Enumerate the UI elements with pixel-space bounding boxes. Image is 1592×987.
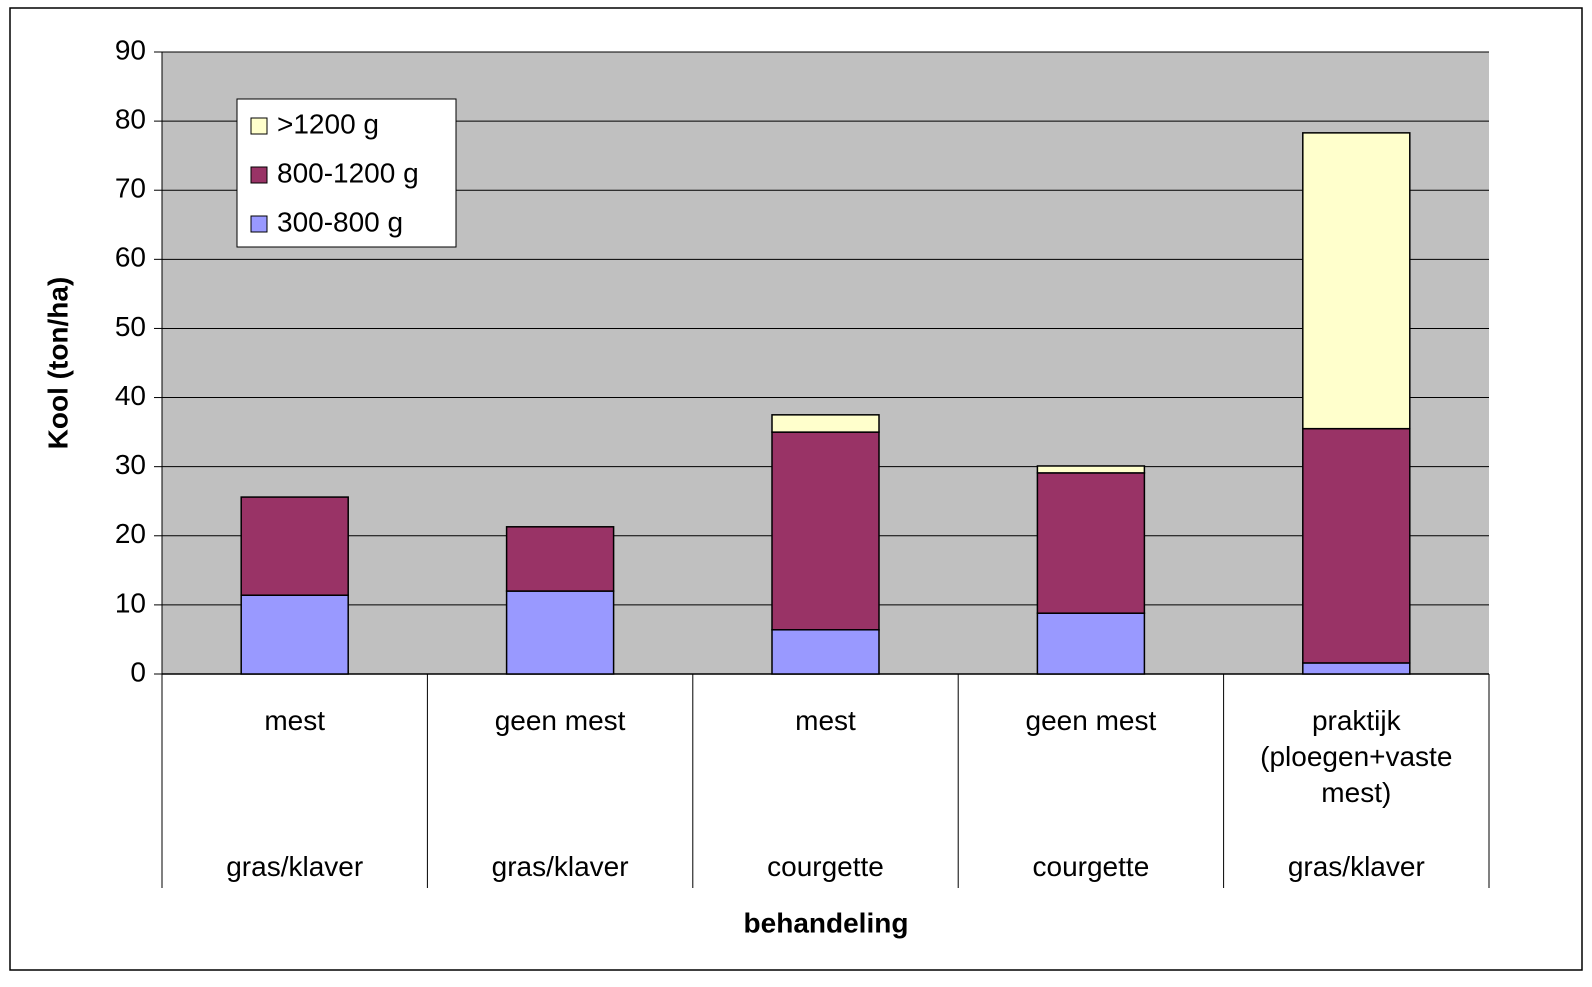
bar-segment (505, 526, 615, 592)
x-tick-label: geen mest (494, 705, 626, 736)
y-tick-label: 10 (115, 587, 146, 618)
legend-label: >1200 g (277, 108, 379, 139)
y-tick-label: 40 (115, 380, 146, 411)
x-tick-label: geen mest (1025, 705, 1157, 736)
x-group-label: gras/klaver (226, 851, 364, 882)
y-tick-label: 90 (115, 34, 146, 65)
legend-swatch (250, 215, 268, 233)
bar-segment (240, 594, 349, 675)
bar-segment (771, 629, 880, 675)
legend-swatch (250, 166, 268, 184)
y-tick-label: 0 (130, 656, 146, 687)
bar-segment (1036, 612, 1146, 675)
y-tick-label: 80 (115, 104, 146, 135)
bar-segment (1302, 427, 1411, 664)
bar-segment (1036, 465, 1146, 474)
legend-label: 300-800 g (277, 206, 403, 237)
x-group-label: courgette (1032, 851, 1150, 882)
y-tick-label: 50 (115, 311, 146, 342)
x-group-label: courgette (767, 851, 884, 882)
x-group-label: gras/klaver (491, 851, 629, 882)
x-tick-label: praktijk (ploegen+vaste mest) (1260, 705, 1453, 808)
bar-segment (771, 414, 880, 433)
legend-box (236, 98, 457, 248)
bar-segment (1302, 132, 1411, 430)
legend-label: 800-1200 g (277, 157, 419, 188)
x-group-label: gras/klaver (1287, 851, 1425, 882)
y-tick-label: 30 (115, 449, 146, 480)
y-axis-title: Kool (ton/ha) (42, 277, 73, 450)
y-tick-label: 60 (115, 242, 146, 273)
x-axis-title: behandeling (744, 907, 909, 938)
y-tick-label: 20 (115, 518, 146, 549)
bar-segment (505, 590, 615, 675)
chart-border (9, 7, 1583, 971)
legend-swatch (250, 117, 268, 135)
bar-segment (771, 431, 880, 631)
bar-segment (1036, 472, 1146, 614)
bar-segment (240, 496, 349, 596)
x-tick-label: mest (795, 705, 856, 736)
bar-segment (1302, 662, 1411, 675)
y-tick-label: 70 (115, 173, 146, 204)
x-tick-label: mest (264, 705, 326, 736)
